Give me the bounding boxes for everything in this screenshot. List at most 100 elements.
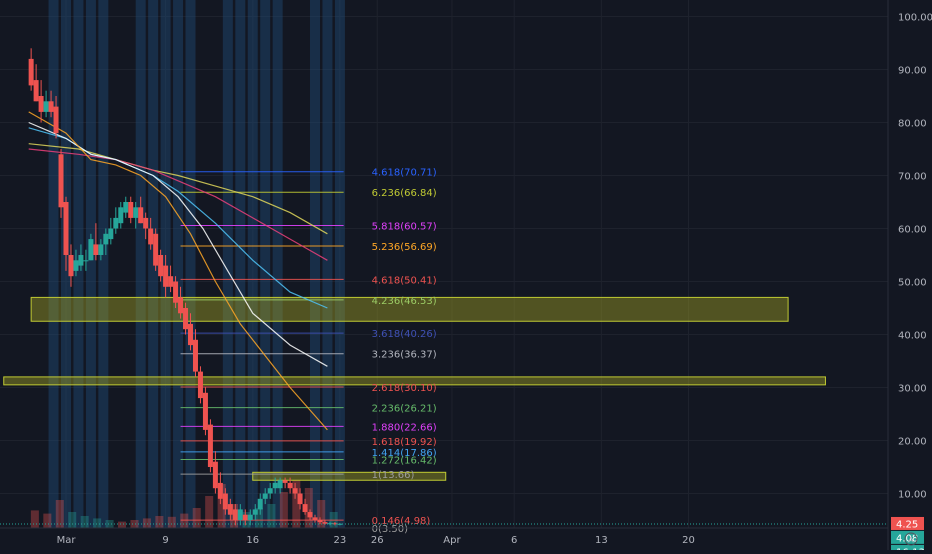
candle-body[interactable] bbox=[332, 523, 338, 525]
candle-body[interactable] bbox=[103, 233, 109, 245]
candle-body[interactable] bbox=[173, 281, 179, 303]
candle-body[interactable] bbox=[183, 308, 189, 330]
fib-level-label: 4.236(46.53) bbox=[372, 296, 437, 307]
candle-body[interactable] bbox=[207, 424, 213, 467]
candle-body[interactable] bbox=[43, 101, 49, 112]
moving-average-line bbox=[28, 121, 328, 367]
volume-bar bbox=[292, 480, 301, 528]
candle-body[interactable] bbox=[48, 101, 54, 112]
candle-body[interactable] bbox=[118, 207, 124, 224]
volume-bar bbox=[68, 512, 77, 528]
candle-body[interactable] bbox=[63, 202, 69, 255]
candle-body[interactable] bbox=[33, 80, 39, 102]
candle-body[interactable] bbox=[287, 482, 293, 489]
session-highlight bbox=[222, 0, 233, 528]
candle-body[interactable] bbox=[178, 297, 184, 314]
candle-body[interactable] bbox=[93, 244, 99, 255]
y-tick-label: 70.00 bbox=[898, 172, 927, 183]
volume-bar bbox=[192, 508, 201, 528]
candle-body[interactable] bbox=[58, 154, 64, 208]
candle-body[interactable] bbox=[83, 260, 89, 262]
candle-body[interactable] bbox=[88, 239, 94, 261]
candle-body[interactable] bbox=[217, 482, 223, 499]
candle-body[interactable] bbox=[232, 509, 238, 520]
fib-level-label: 1(13.66) bbox=[372, 470, 415, 481]
volume-bar bbox=[279, 492, 288, 528]
candle-body[interactable] bbox=[227, 504, 233, 515]
candle-body[interactable] bbox=[53, 106, 59, 134]
candle-body[interactable] bbox=[38, 96, 44, 112]
price-zone[interactable] bbox=[30, 296, 789, 322]
candle-body[interactable] bbox=[317, 520, 323, 523]
session-highlight bbox=[135, 0, 146, 528]
candle-body[interactable] bbox=[307, 512, 313, 518]
candle-body[interactable] bbox=[292, 488, 298, 494]
price-tag bbox=[891, 516, 924, 530]
candle-body[interactable] bbox=[277, 480, 283, 489]
candle-body[interactable] bbox=[128, 202, 134, 218]
candle-body[interactable] bbox=[133, 207, 139, 218]
price-zone[interactable] bbox=[3, 376, 826, 386]
session-highlight bbox=[85, 0, 96, 528]
candle-body[interactable] bbox=[163, 265, 169, 287]
candle-body[interactable] bbox=[98, 244, 104, 255]
x-tick-label: 9 bbox=[162, 535, 168, 546]
candle-body[interactable] bbox=[297, 493, 303, 505]
candle-body[interactable] bbox=[153, 233, 159, 266]
candle-body[interactable] bbox=[212, 461, 218, 489]
session-highlight bbox=[260, 0, 271, 528]
candle-body[interactable] bbox=[138, 207, 144, 224]
candle-body[interactable] bbox=[257, 498, 263, 510]
volume-bar bbox=[180, 513, 189, 528]
candle-body[interactable] bbox=[327, 523, 333, 525]
candle-body[interactable] bbox=[123, 202, 129, 213]
candle-body[interactable] bbox=[158, 255, 164, 277]
candle-body[interactable] bbox=[108, 228, 114, 240]
session-highlight bbox=[334, 0, 345, 528]
volume-bar bbox=[267, 504, 276, 528]
candle-body[interactable] bbox=[197, 371, 203, 399]
fib-level-label: 4.618(70.71) bbox=[372, 168, 437, 179]
y-tick-label: 30.00 bbox=[898, 384, 927, 395]
candle-body[interactable] bbox=[113, 217, 119, 229]
candle-body[interactable] bbox=[252, 509, 258, 515]
y-tick-label: 50.00 bbox=[898, 278, 927, 289]
volume-bar bbox=[118, 521, 127, 528]
fib-level-label: 0.146(4.98) bbox=[372, 516, 431, 527]
session-highlight bbox=[322, 0, 333, 528]
moving-average-line bbox=[28, 148, 328, 261]
candle-body[interactable] bbox=[262, 493, 268, 499]
fib-level-label: 4.618(50.41) bbox=[372, 275, 437, 286]
x-tick-label: 20 bbox=[682, 535, 695, 546]
candle-body[interactable] bbox=[312, 517, 318, 520]
candle-body[interactable] bbox=[267, 488, 273, 494]
auto-scale-button[interactable] bbox=[904, 532, 918, 546]
price-zone[interactable] bbox=[252, 471, 447, 481]
x-tick-label: 16 bbox=[246, 535, 259, 546]
y-tick-label: 40.00 bbox=[898, 331, 927, 342]
candle-body[interactable] bbox=[68, 255, 74, 277]
candle-body[interactable] bbox=[148, 228, 154, 245]
candle-body[interactable] bbox=[202, 392, 208, 430]
candle-body[interactable] bbox=[143, 217, 149, 229]
candle-body[interactable] bbox=[272, 482, 278, 489]
fib-level-label: 5.236(56.69) bbox=[372, 242, 437, 253]
candle-body[interactable] bbox=[188, 323, 193, 346]
candle-body[interactable] bbox=[222, 493, 228, 510]
volume-bar bbox=[93, 518, 102, 528]
candle-body[interactable] bbox=[168, 276, 174, 287]
candle-body[interactable] bbox=[78, 255, 84, 266]
candle-body[interactable] bbox=[73, 260, 79, 271]
candle-body[interactable] bbox=[302, 504, 308, 513]
volume-bar bbox=[142, 518, 151, 528]
candle-body[interactable] bbox=[237, 509, 243, 520]
price-tag bbox=[891, 544, 924, 554]
candle-body[interactable] bbox=[322, 522, 328, 524]
candle-body[interactable] bbox=[242, 514, 248, 520]
candle-body[interactable] bbox=[282, 480, 288, 483]
candle-body[interactable] bbox=[192, 339, 198, 372]
candle-body[interactable] bbox=[247, 514, 253, 520]
candle-body[interactable] bbox=[28, 58, 34, 86]
